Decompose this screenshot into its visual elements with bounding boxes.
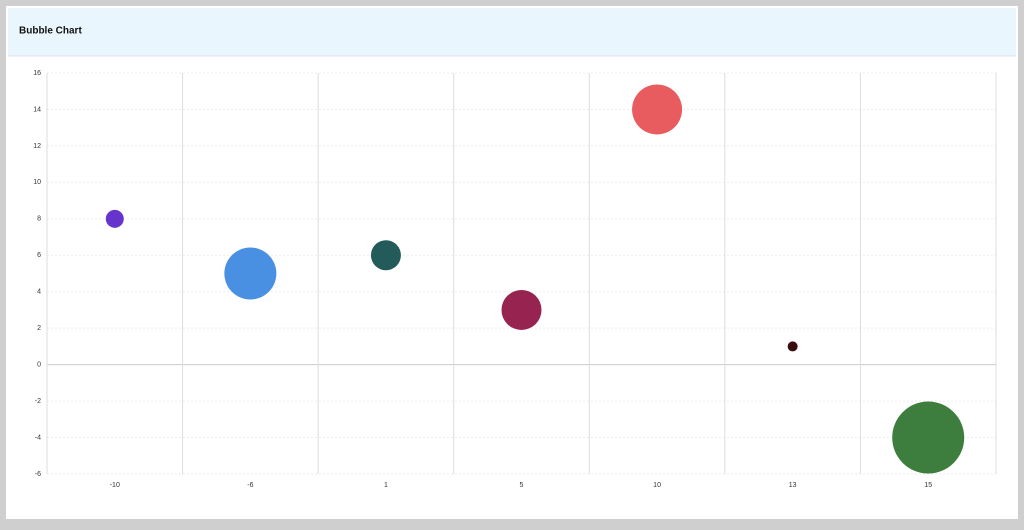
y-tick-label: 10 (33, 179, 41, 186)
x-tick-label: -10 (110, 482, 120, 489)
bubble (892, 401, 965, 474)
y-tick-label: -6 (35, 471, 41, 478)
bubble (224, 247, 277, 300)
x-tick-label: 13 (789, 482, 797, 489)
x-tick-label: 1 (384, 482, 388, 489)
x-tick-label: -6 (247, 482, 253, 489)
y-tick-label: 0 (37, 361, 41, 368)
card (6, 6, 1018, 519)
bubble (501, 289, 542, 330)
chart-title: Bubble Chart (19, 26, 82, 37)
y-tick-label: 6 (37, 252, 41, 259)
y-tick-label: -2 (35, 398, 41, 405)
y-tick-label: 12 (33, 143, 41, 150)
y-tick-label: -4 (35, 434, 41, 441)
x-tick-label: 15 (924, 482, 932, 489)
y-tick-label: 4 (37, 289, 41, 296)
y-tick-label: 8 (37, 216, 41, 223)
bubble (105, 209, 124, 228)
y-tick-label: 14 (33, 106, 41, 113)
bubble (787, 341, 798, 352)
x-tick-label: 10 (653, 482, 661, 489)
bubble (370, 240, 401, 271)
x-tick-label: 5 (520, 482, 524, 489)
bubble (632, 84, 683, 135)
y-tick-label: 2 (37, 325, 41, 332)
y-tick-label: 16 (33, 70, 41, 77)
header (8, 8, 1016, 56)
